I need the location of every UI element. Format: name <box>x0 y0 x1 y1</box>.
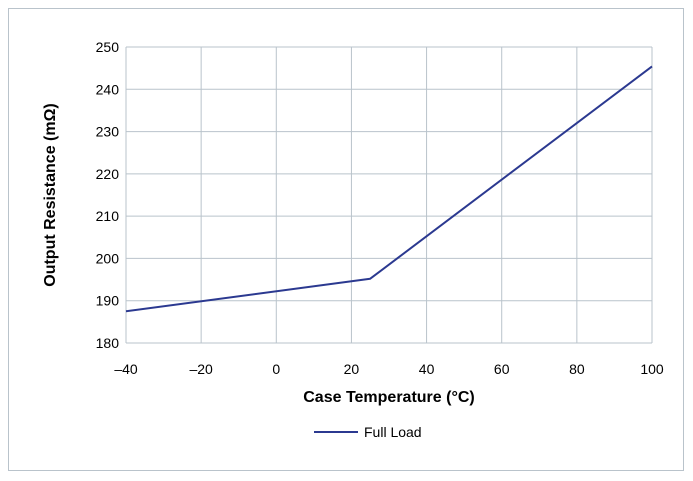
y-tick-label: 220 <box>96 166 120 182</box>
chart-frame <box>8 8 684 471</box>
x-tick-label: 20 <box>344 361 360 377</box>
legend-label-full-load: Full Load <box>364 424 422 440</box>
series-line-full-load <box>125 65 653 313</box>
series-lines <box>125 65 653 313</box>
x-axis-title: Case Temperature (°C) <box>303 389 474 406</box>
y-tick-labels: 180 190 200 210 220 230 240 250 <box>96 39 120 351</box>
x-tick-label: –20 <box>189 361 213 377</box>
y-tick-label: 180 <box>96 335 120 351</box>
x-tick-label: 80 <box>569 361 585 377</box>
y-tick-label: 210 <box>96 208 120 224</box>
x-tick-label: 100 <box>640 361 664 377</box>
x-tick-label: 40 <box>419 361 435 377</box>
y-tick-label: 200 <box>96 250 120 266</box>
legend: Full Load <box>314 424 422 440</box>
x-tick-label: 0 <box>272 361 280 377</box>
y-tick-label: 250 <box>96 39 120 55</box>
y-tick-label: 190 <box>96 293 120 309</box>
y-tick-label: 230 <box>96 124 120 140</box>
x-tick-labels: –40 –20 0 20 40 60 80 100 <box>114 361 664 377</box>
x-tick-label: 60 <box>494 361 510 377</box>
grid <box>125 46 653 344</box>
y-axis-title: Output Resistance (mΩ) <box>42 103 59 287</box>
y-tick-label: 240 <box>96 81 120 97</box>
x-tick-label: –40 <box>114 361 138 377</box>
